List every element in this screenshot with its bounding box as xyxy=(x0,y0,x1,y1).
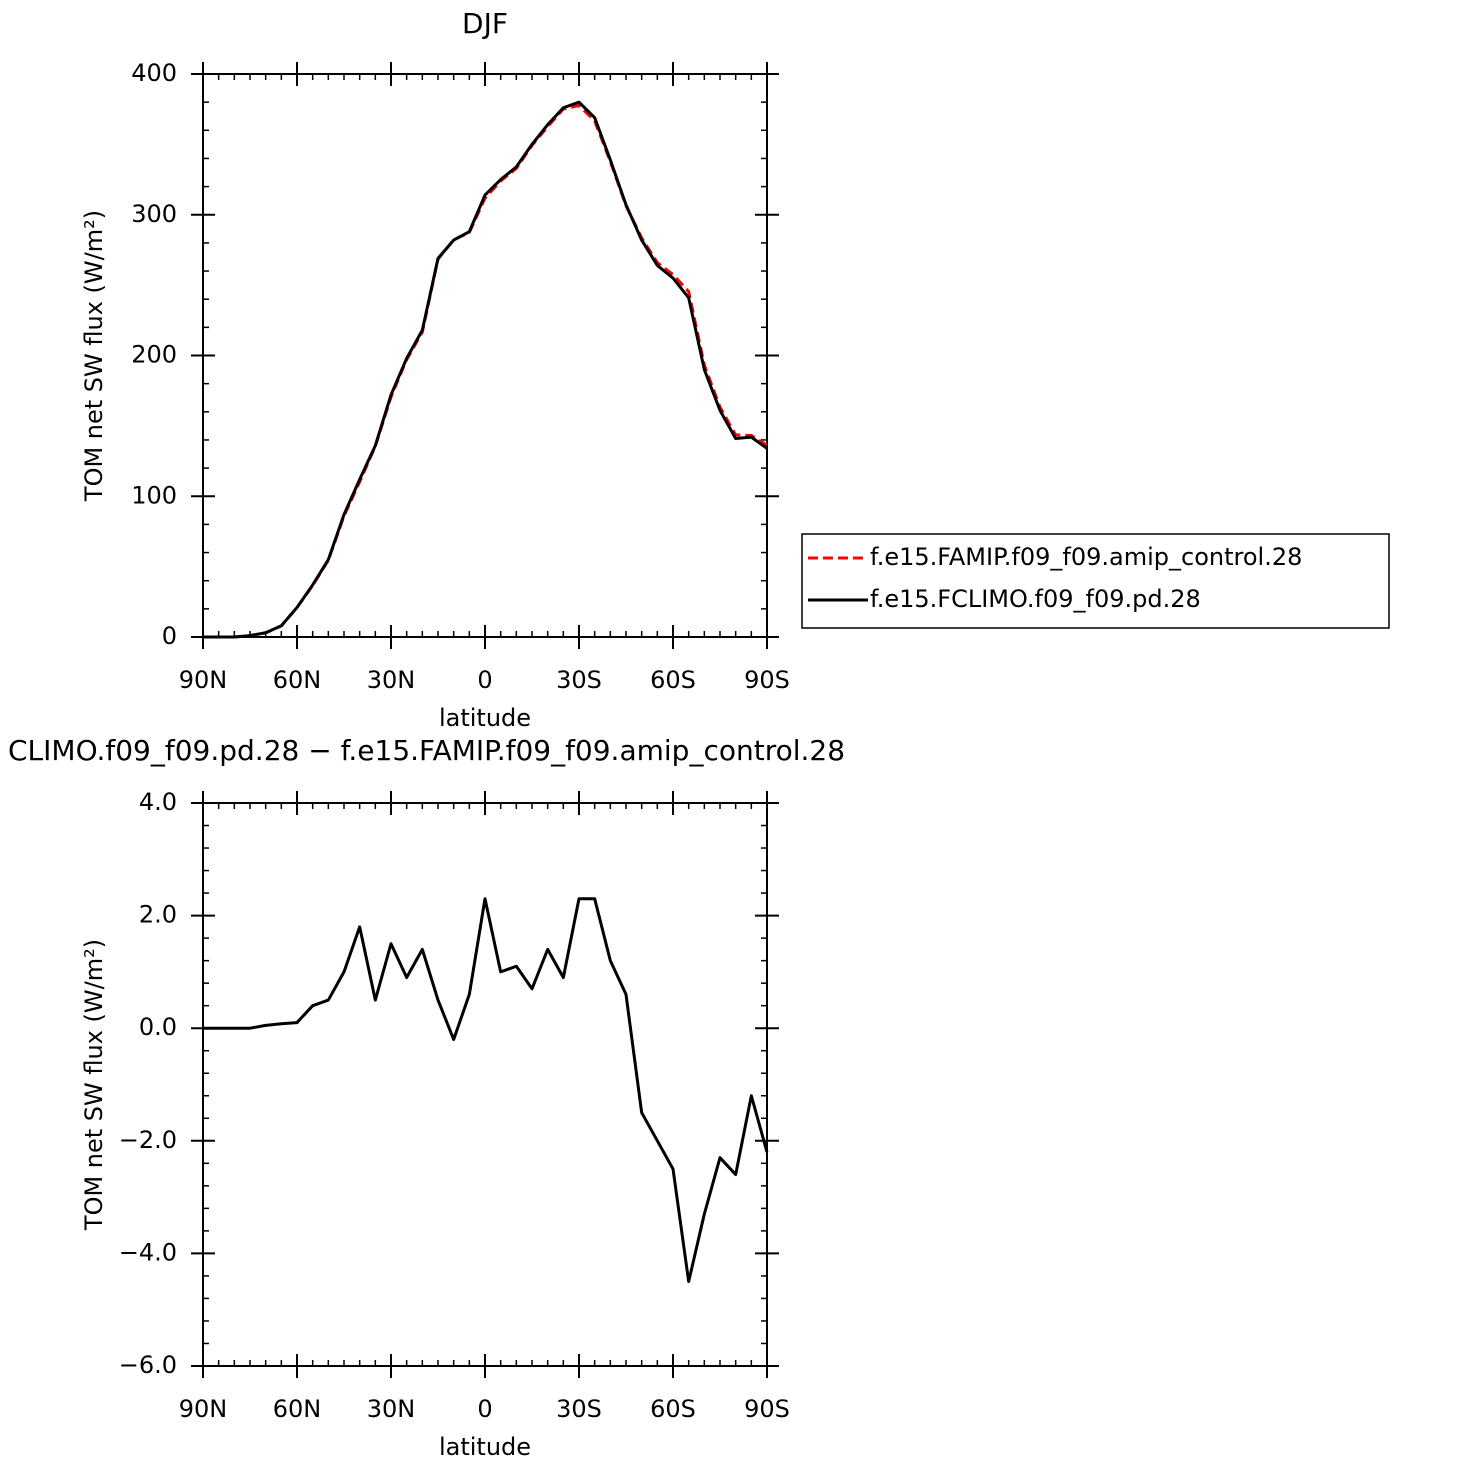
chart-title: DJF xyxy=(462,7,508,40)
x-tick-label: 60N xyxy=(273,1395,322,1423)
x-tick-label: 0 xyxy=(477,666,492,694)
x-tick-label: 60N xyxy=(273,666,322,694)
y-tick-label: −2.0 xyxy=(119,1126,177,1154)
x-tick-label: 30S xyxy=(556,1395,602,1423)
x-tick-label: 30N xyxy=(367,1395,416,1423)
y-tick-label: 0.0 xyxy=(139,1013,177,1041)
x-tick-label: 60S xyxy=(650,666,696,694)
legend-box xyxy=(801,533,1390,629)
legend-label: f.e15.FAMIP.f09_f09.amip_control.28 xyxy=(870,543,1302,571)
legend-label: f.e15.FCLIMO.f09_f09.pd.28 xyxy=(870,585,1201,613)
x-tick-label: 90N xyxy=(179,666,228,694)
y-tick-label: 300 xyxy=(131,200,177,228)
series-line xyxy=(203,100,768,639)
y-tick-label: 400 xyxy=(131,59,177,87)
y-tick-label: −4.0 xyxy=(119,1238,177,1266)
plot-frame xyxy=(202,802,768,1367)
x-tick-label: 90N xyxy=(179,1395,228,1423)
chart-title: CLIMO.f09_f09.pd.28 − f.e15.FAMIP.f09_f0… xyxy=(8,734,845,767)
x-tick-label: 90S xyxy=(744,1395,790,1423)
y-axis-label: TOM net SW flux (W/m²) xyxy=(80,939,108,1231)
y-tick-label: 100 xyxy=(131,481,177,509)
y-tick-label: 2.0 xyxy=(139,901,177,929)
x-tick-label: 90S xyxy=(744,666,790,694)
x-tick-label: 60S xyxy=(650,1395,696,1423)
y-tick-label: 4.0 xyxy=(139,788,177,816)
y-tick-label: 0 xyxy=(162,622,177,650)
y-tick-label: 200 xyxy=(131,341,177,369)
x-axis-label: latitude xyxy=(439,1433,531,1461)
x-axis-label: latitude xyxy=(439,704,531,732)
x-tick-label: 30S xyxy=(556,666,602,694)
series-line xyxy=(203,103,768,639)
x-tick-label: 30N xyxy=(367,666,416,694)
x-tick-label: 0 xyxy=(477,1395,492,1423)
plot-frame xyxy=(202,73,768,638)
series-line xyxy=(203,897,769,1284)
y-axis-label: TOM net SW flux (W/m²) xyxy=(80,210,108,502)
y-tick-label: −6.0 xyxy=(119,1351,177,1379)
